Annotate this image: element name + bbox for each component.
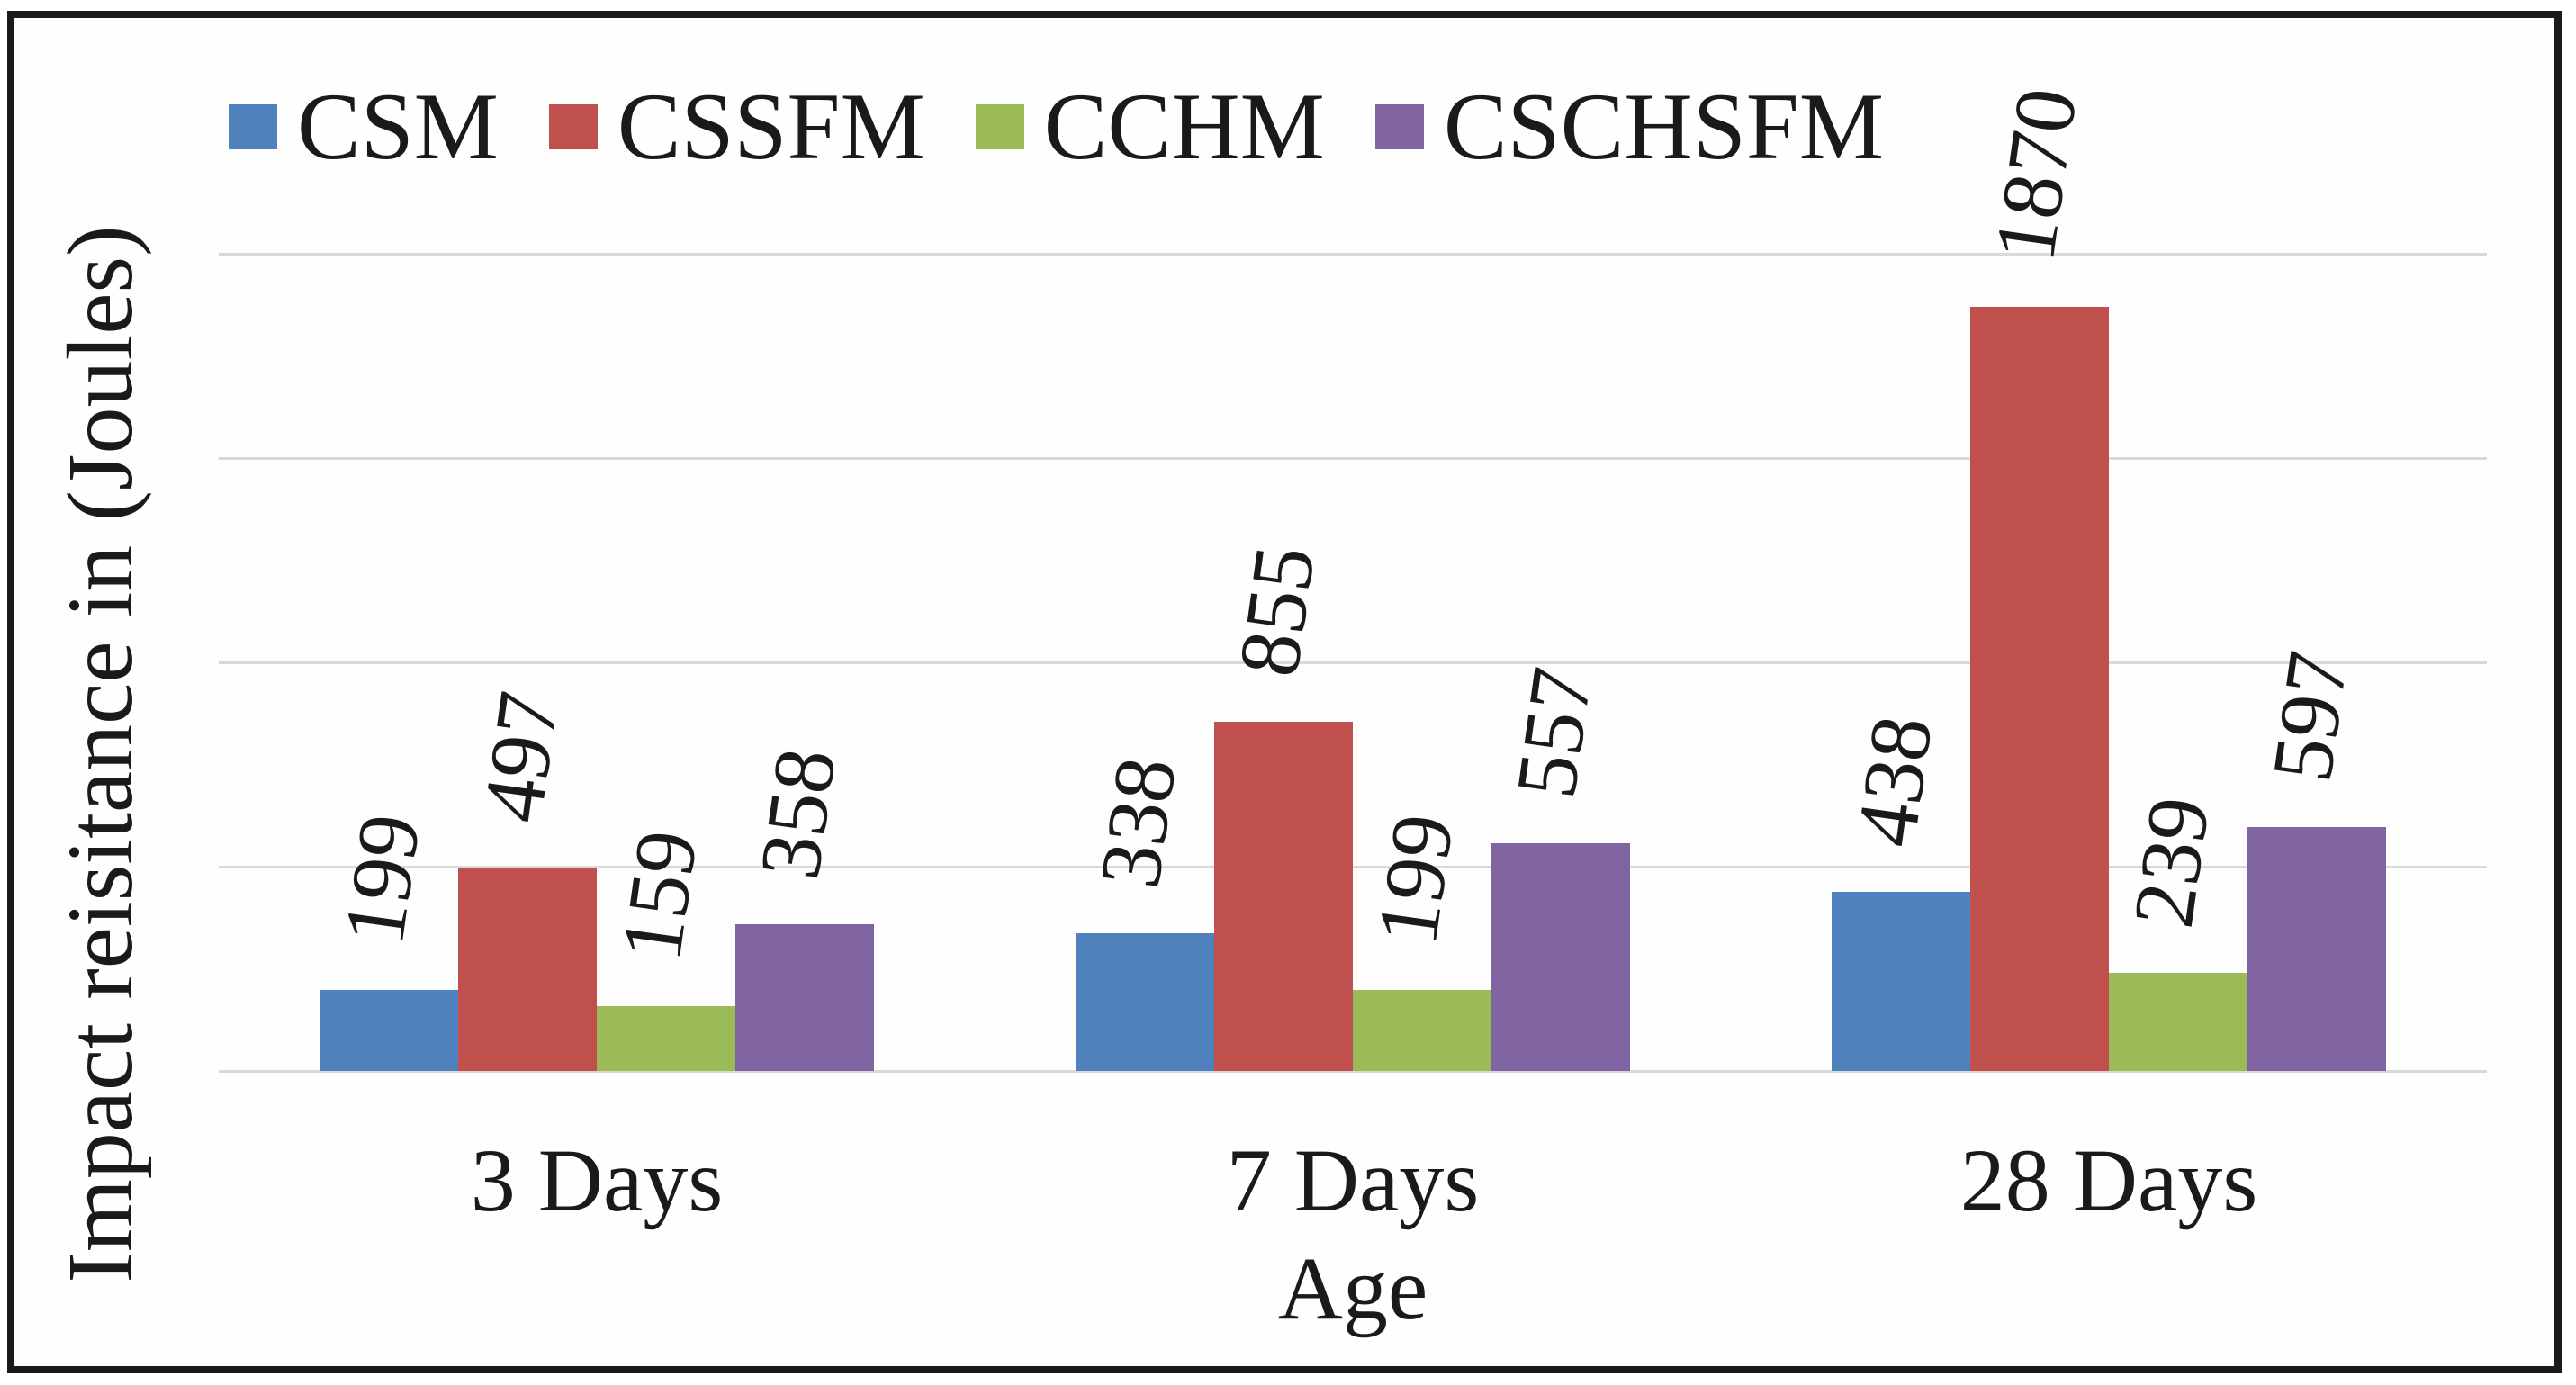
bar-cschsfm-7-days: 557	[1491, 661, 1630, 1071]
plot-area: 199 497 159 358 338 855 199 557 438 1870 239 597	[219, 83, 2487, 1073]
bar-value-label: 557	[1496, 661, 1610, 804]
legend-swatch-icon	[1374, 104, 1424, 149]
legend-item-cchm: CCHM	[975, 74, 1325, 179]
bar-value-label: 159	[601, 824, 716, 967]
bar-value-label: 1870	[1975, 82, 2095, 267]
bar-value-label: 199	[1357, 808, 1472, 950]
bar-cchm-7-days: 199	[1353, 808, 1491, 1071]
gridline-1500	[219, 457, 2487, 460]
legend-swatch-icon	[975, 104, 1024, 149]
x-tick-label-7-days: 7 Days	[1226, 1130, 1480, 1230]
legend-label: CCHM	[1043, 74, 1325, 179]
gridline-2000	[219, 253, 2487, 256]
gridline-0	[219, 1070, 2487, 1073]
gridline-1000	[219, 661, 2487, 664]
bar-cssfm-28-days: 1870	[1970, 83, 2109, 1071]
bar-csm-7-days: 338	[1076, 751, 1214, 1071]
bar-csm-28-days: 438	[1832, 710, 1970, 1071]
legend-item-cssfm: CSSFM	[548, 74, 925, 179]
bar-cchm-3-days: 159	[597, 824, 735, 1071]
bar-value-label: 239	[2113, 791, 2228, 933]
bar-cschsfm-3-days: 358	[735, 742, 874, 1071]
gridline-500	[219, 866, 2487, 868]
legend-swatch-icon	[229, 104, 277, 149]
x-tick-label-28-days: 28 Days	[1959, 1130, 2258, 1230]
legend-swatch-icon	[548, 104, 598, 149]
bar-value-label: 358	[740, 742, 854, 885]
bar-value-label: 199	[324, 808, 438, 950]
x-tick-label-3-days: 3 Days	[470, 1130, 724, 1230]
bar-value-label: 597	[2252, 645, 2366, 787]
bar-cssfm-3-days: 497	[458, 686, 597, 1071]
bar-value-label: 855	[1219, 540, 1333, 682]
legend-label: CSCHSFM	[1443, 74, 1884, 179]
y-axis-title: Impact reisitance in (Joules)	[49, 225, 152, 1283]
bar-cschsfm-28-days: 597	[2247, 645, 2386, 1071]
figure-border-frame	[7, 11, 2562, 1373]
chart-legend: CSM CSSFM CCHM CSCHSFM	[229, 79, 1884, 175]
x-axis-title: Age	[1277, 1238, 1428, 1338]
bar-csm-3-days: 199	[320, 808, 458, 1071]
legend-label: CSM	[297, 74, 499, 179]
bar-cchm-28-days: 239	[2109, 791, 2247, 1071]
bar-value-label: 497	[463, 686, 577, 828]
bar-value-label: 338	[1080, 751, 1194, 894]
bar-value-label: 438	[1836, 710, 1950, 852]
bar-cssfm-7-days: 855	[1214, 540, 1353, 1071]
legend-item-cschsfm: CSCHSFM	[1374, 74, 1884, 179]
legend-label: CSSFM	[617, 74, 925, 179]
legend-item-csm: CSM	[229, 79, 499, 175]
